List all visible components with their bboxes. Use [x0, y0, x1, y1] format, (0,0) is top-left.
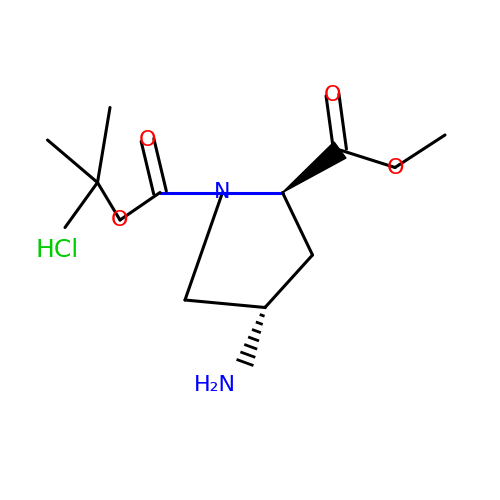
- Text: O: O: [324, 85, 341, 105]
- Text: H₂N: H₂N: [194, 375, 236, 395]
- Text: HCl: HCl: [36, 238, 79, 262]
- Text: O: O: [139, 130, 156, 150]
- Text: O: O: [111, 210, 129, 230]
- Text: N: N: [214, 182, 231, 203]
- Text: O: O: [386, 158, 404, 178]
- Polygon shape: [282, 142, 346, 192]
